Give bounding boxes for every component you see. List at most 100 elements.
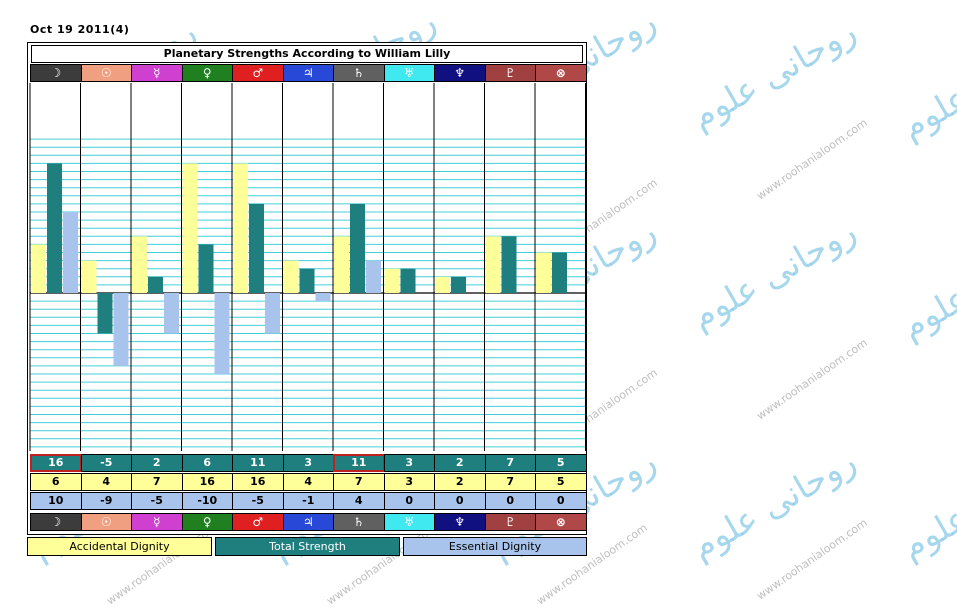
essential-bar [63,212,78,293]
total-bar [249,203,264,293]
bar-plot [29,83,586,451]
essential-value: -5 [131,492,183,510]
total-bar [47,163,62,293]
watermark-logo: روحانی علوم [895,222,957,348]
chart-title: Planetary Strengths According to William… [31,45,583,63]
planet-header-6: ♄ [333,64,385,82]
planet-header-2: ☿ [131,64,183,82]
accidental-bar [233,163,248,293]
total-bar [148,276,163,293]
total-bar [451,276,466,293]
accidental-value: 2 [434,473,486,491]
planet-header-3: ♀ [181,64,233,82]
total-value: 2 [131,454,183,472]
planet-footer-10: ⊗ [535,513,587,531]
essential-value: -9 [80,492,132,510]
total-value: 7 [484,454,536,472]
total-value: 3 [282,454,334,472]
essential-bar [366,260,381,293]
total-value: 16 [30,454,82,472]
planet-header-4: ♂ [232,64,284,82]
accidental-value: 5 [535,473,587,491]
total-value: 2 [434,454,486,472]
essential-bar [265,293,280,334]
planet-header-9: ♇ [484,64,536,82]
essential-value: 4 [333,492,385,510]
total-value: 6 [181,454,233,472]
planet-footer-1: ☉ [80,513,132,531]
watermark-logo: روحانی علوم [685,212,863,338]
essential-bar [315,293,331,302]
planet-footer-9: ♇ [484,513,536,531]
accidental-value: 7 [484,473,536,491]
legend-essential-dignity: Essential Dignity [403,537,587,556]
total-value: 5 [535,454,587,472]
essential-bar [113,293,129,366]
accidental-bar [283,260,299,293]
watermark-logo: روحانی علوم [895,22,957,148]
total-value: 3 [383,454,435,472]
accidental-value: 4 [282,473,334,491]
accidental-bar [435,276,450,293]
planet-footer-5: ♃ [282,513,334,531]
essential-bar [214,293,230,374]
total-bar [552,252,567,293]
accidental-bar [334,236,349,293]
legend-accidental-dignity: Accidental Dignity [27,537,212,556]
watermark-site-text: www.roohanialoom.com [754,336,870,422]
watermark-site-text: www.roohanialoom.com [754,116,870,202]
accidental-value: 4 [80,473,132,491]
total-bar [501,236,517,293]
total-value: -5 [80,454,132,472]
total-bar [97,293,113,334]
planet-header-7: ♅ [383,64,435,82]
accidental-value: 7 [131,473,183,491]
watermark-logo: روحانی علوم [685,12,863,138]
essential-value: -10 [181,492,233,510]
essential-value: 0 [434,492,486,510]
accidental-value: 16 [232,473,284,491]
watermark-logo: روحانی علوم [895,442,957,568]
essential-value: 0 [383,492,435,510]
accidental-bar [132,236,147,293]
essential-value: 0 [484,492,536,510]
essential-value: 0 [535,492,587,510]
planet-header-8: ♆ [434,64,486,82]
watermark-logo: روحانی علوم [685,442,863,568]
essential-value: -5 [232,492,284,510]
accidental-bar [485,236,501,293]
essential-value: 10 [30,492,82,510]
legend-total-strength: Total Strength [215,537,400,556]
planet-header-1: ☉ [80,64,132,82]
total-bar [400,268,416,293]
watermark-site-text: www.roohanialoom.com [754,516,870,602]
accidental-bar [384,268,400,293]
total-value: 11 [333,454,385,472]
accidental-value: 7 [333,473,385,491]
total-bar [299,268,315,293]
total-value: 11 [232,454,284,472]
accidental-bar [536,252,551,293]
chart-frame: Planetary Strengths According to William… [27,42,587,535]
total-bar [350,203,365,293]
planet-footer-6: ♄ [333,513,385,531]
planet-footer-3: ♀ [181,513,233,531]
accidental-value: 6 [30,473,82,491]
accidental-value: 3 [383,473,435,491]
planet-footer-2: ☿ [131,513,183,531]
accidental-bar [81,260,97,293]
chart-legend: Accidental Dignity Total Strength Essent… [27,537,587,556]
accidental-value: 16 [181,473,233,491]
planet-footer-7: ♅ [383,513,435,531]
planet-header-5: ♃ [282,64,334,82]
essential-bar [164,293,179,334]
planet-footer-4: ♂ [232,513,284,531]
accidental-bar [182,163,198,293]
total-bar [198,244,214,293]
accidental-bar [31,244,46,293]
chart-date: Oct 19 2011(4) [30,23,130,36]
planet-header-10: ⊗ [535,64,587,82]
planet-footer-0: ☽ [30,513,82,531]
planet-header-0: ☽ [30,64,82,82]
essential-value: -1 [282,492,334,510]
